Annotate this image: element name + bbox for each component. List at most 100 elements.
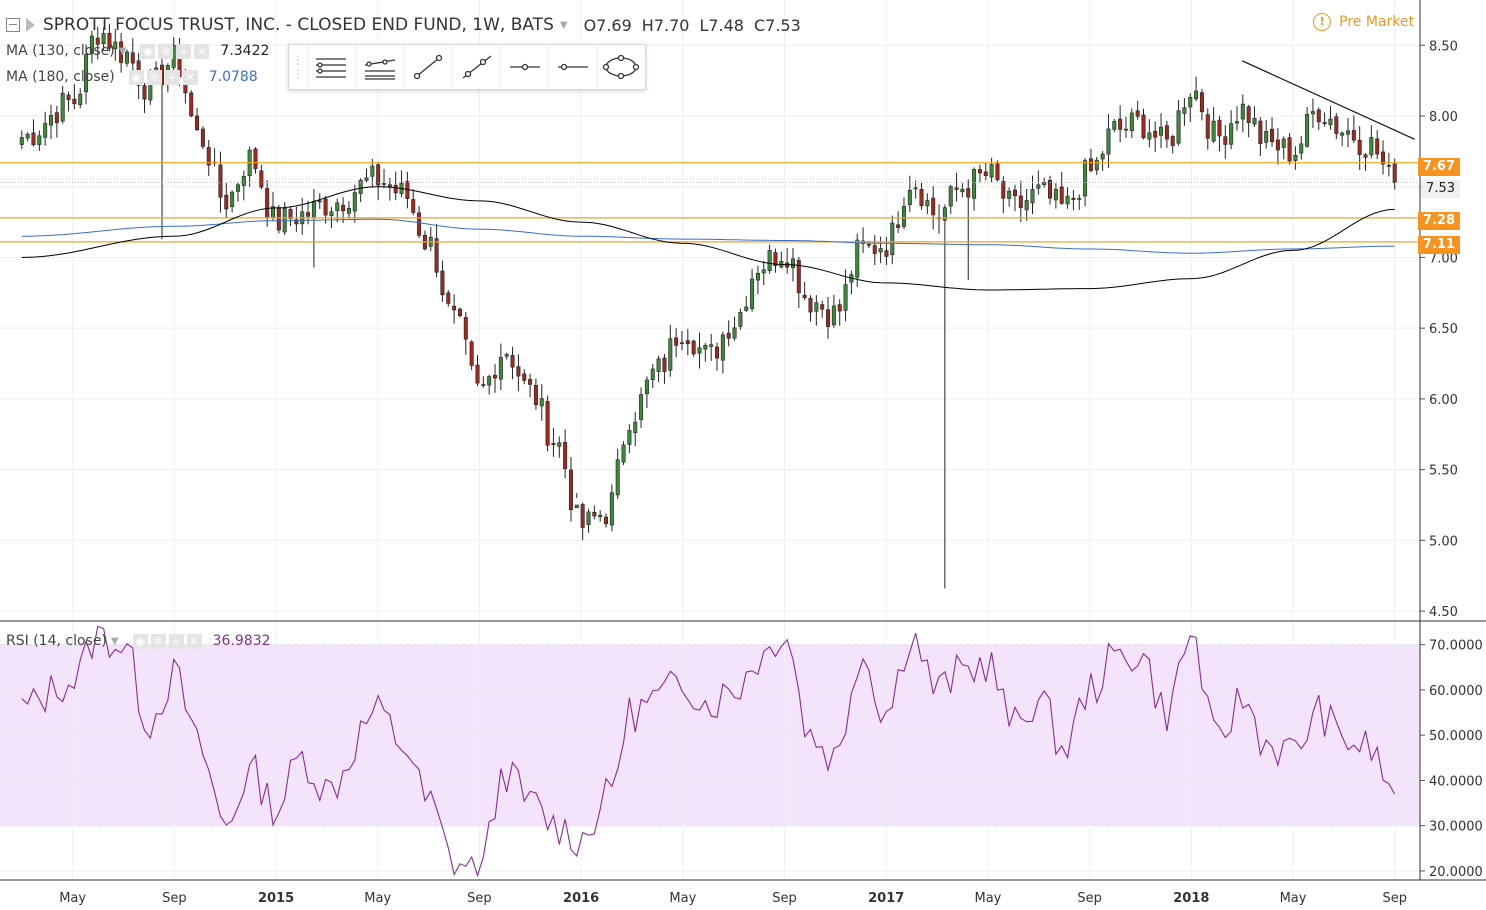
ma130-label: MA (130, close) bbox=[6, 43, 115, 59]
candle-body bbox=[674, 337, 679, 346]
plus-icon[interactable]: + bbox=[176, 43, 192, 59]
drawing-toolbar[interactable]: ⋮ ⋮ bbox=[288, 44, 646, 90]
candle-body bbox=[1018, 195, 1023, 209]
flag-icon[interactable] bbox=[26, 18, 35, 32]
price-tick-label: 7.00 bbox=[1429, 251, 1458, 266]
candle-body bbox=[142, 85, 147, 100]
candle-body bbox=[627, 430, 632, 445]
settings-icon[interactable]: ✲ bbox=[150, 633, 166, 649]
candle-body bbox=[434, 238, 439, 273]
open-value: O7.69 bbox=[583, 15, 632, 35]
close-icon[interactable]: ✕ bbox=[194, 43, 210, 59]
candle-body bbox=[808, 297, 813, 313]
candle-body bbox=[329, 211, 334, 216]
candle-body bbox=[1287, 137, 1292, 162]
x-tick-label: Sep bbox=[162, 891, 187, 906]
candle-body bbox=[1176, 110, 1181, 144]
candle-body bbox=[469, 341, 474, 366]
candle-body bbox=[1199, 92, 1204, 113]
legend-ma130[interactable]: MA (130, close) ▼ ◉ ✲ + ✕ 7.3422 bbox=[6, 41, 269, 61]
chevron-down-icon[interactable]: ▼ bbox=[559, 19, 568, 31]
candle-body bbox=[1357, 139, 1362, 155]
symbol-title[interactable]: SPROTT FOCUS TRUST, INC. - CLOSED END FU… bbox=[43, 15, 554, 35]
candle-body bbox=[498, 357, 503, 380]
ellipse-icon[interactable] bbox=[598, 45, 645, 89]
candle-body bbox=[1205, 114, 1210, 139]
candle-body bbox=[276, 207, 281, 231]
collapse-icon[interactable] bbox=[6, 18, 20, 32]
candle-body bbox=[796, 260, 801, 294]
candle-body bbox=[948, 186, 953, 207]
candle-body bbox=[1392, 163, 1397, 183]
candle-body bbox=[703, 344, 708, 350]
plus-icon[interactable]: + bbox=[164, 69, 180, 85]
price-tag-support-low: 7.11 bbox=[1417, 236, 1460, 254]
candle-body bbox=[107, 32, 112, 49]
candle-body bbox=[1007, 190, 1012, 199]
legend-rsi[interactable]: RSI (14, close) ▼ ◉ ✲ + ✕ 36.9832 bbox=[6, 631, 271, 651]
horizontal-ray-icon[interactable] bbox=[501, 45, 550, 89]
candle-body bbox=[989, 164, 994, 178]
candle-body bbox=[925, 200, 930, 207]
eye-icon[interactable]: ◉ bbox=[140, 43, 156, 59]
candle-body bbox=[954, 187, 959, 190]
candle-body bbox=[966, 188, 971, 198]
candle-body bbox=[206, 147, 211, 166]
plus-icon[interactable]: + bbox=[168, 633, 184, 649]
candle-body bbox=[1322, 122, 1327, 125]
candle-body bbox=[1340, 132, 1345, 136]
horizontal-lines-icon[interactable] bbox=[308, 45, 357, 89]
price-tick-label: 6.00 bbox=[1429, 393, 1458, 408]
x-tick-label: May bbox=[364, 891, 391, 906]
candle-body bbox=[1310, 111, 1315, 115]
candle-body bbox=[545, 401, 550, 446]
candle-body bbox=[750, 278, 755, 309]
candle-body bbox=[452, 305, 457, 311]
candle-body bbox=[37, 135, 42, 145]
ma180-value: 7.0788 bbox=[208, 69, 258, 85]
candle-body bbox=[1305, 114, 1310, 147]
candle-body bbox=[1065, 195, 1070, 205]
trend-line-icon[interactable] bbox=[404, 45, 453, 89]
chevron-down-icon[interactable]: ▼ bbox=[110, 635, 119, 647]
candle-body bbox=[1369, 137, 1374, 156]
candle-body bbox=[1170, 136, 1175, 146]
candle-body bbox=[504, 354, 509, 357]
candle-body bbox=[709, 344, 714, 347]
rsi-tick-label: 60.0000 bbox=[1429, 684, 1483, 699]
candle-body bbox=[726, 332, 731, 339]
close-icon[interactable]: ✕ bbox=[182, 69, 198, 85]
candle-body bbox=[679, 342, 684, 344]
candle-body bbox=[878, 248, 883, 253]
candle-body bbox=[235, 184, 240, 192]
candle-body bbox=[259, 170, 264, 188]
candle-body bbox=[516, 366, 521, 377]
parallel-channel-icon[interactable] bbox=[356, 45, 405, 89]
drag-handle-icon[interactable]: ⋮ ⋮ bbox=[289, 45, 308, 89]
eye-icon[interactable]: ◉ bbox=[132, 633, 148, 649]
chart-header: SPROTT FOCUS TRUST, INC. - CLOSED END FU… bbox=[6, 12, 811, 38]
ray-icon[interactable] bbox=[453, 45, 502, 89]
horizontal-line-icon[interactable] bbox=[549, 45, 598, 89]
x-tick-label: May bbox=[1280, 891, 1307, 906]
eye-icon[interactable]: ◉ bbox=[128, 69, 144, 85]
candle-body bbox=[890, 222, 895, 256]
candle-body bbox=[691, 340, 696, 355]
close-icon[interactable]: ✕ bbox=[186, 633, 202, 649]
rsi-label: RSI (14, close) bbox=[6, 633, 107, 649]
settings-icon[interactable]: ✲ bbox=[146, 69, 162, 85]
candle-body bbox=[346, 207, 351, 214]
chevron-down-icon[interactable]: ▼ bbox=[118, 45, 127, 57]
premarket-indicator[interactable]: ! Pre Market bbox=[1313, 13, 1414, 31]
candle-body bbox=[253, 148, 258, 169]
rsi-tick-label: 50.0000 bbox=[1429, 729, 1483, 744]
candle-body bbox=[977, 169, 982, 174]
legend-ma180[interactable]: MA (180, close) ◉ ✲ + ✕ 7.0788 bbox=[6, 67, 258, 87]
candle-body bbox=[720, 334, 725, 361]
candle-body bbox=[837, 304, 842, 312]
candle-body bbox=[282, 207, 287, 233]
candle-body bbox=[323, 198, 328, 216]
settings-icon[interactable]: ✲ bbox=[158, 43, 174, 59]
candle-body bbox=[528, 379, 533, 385]
